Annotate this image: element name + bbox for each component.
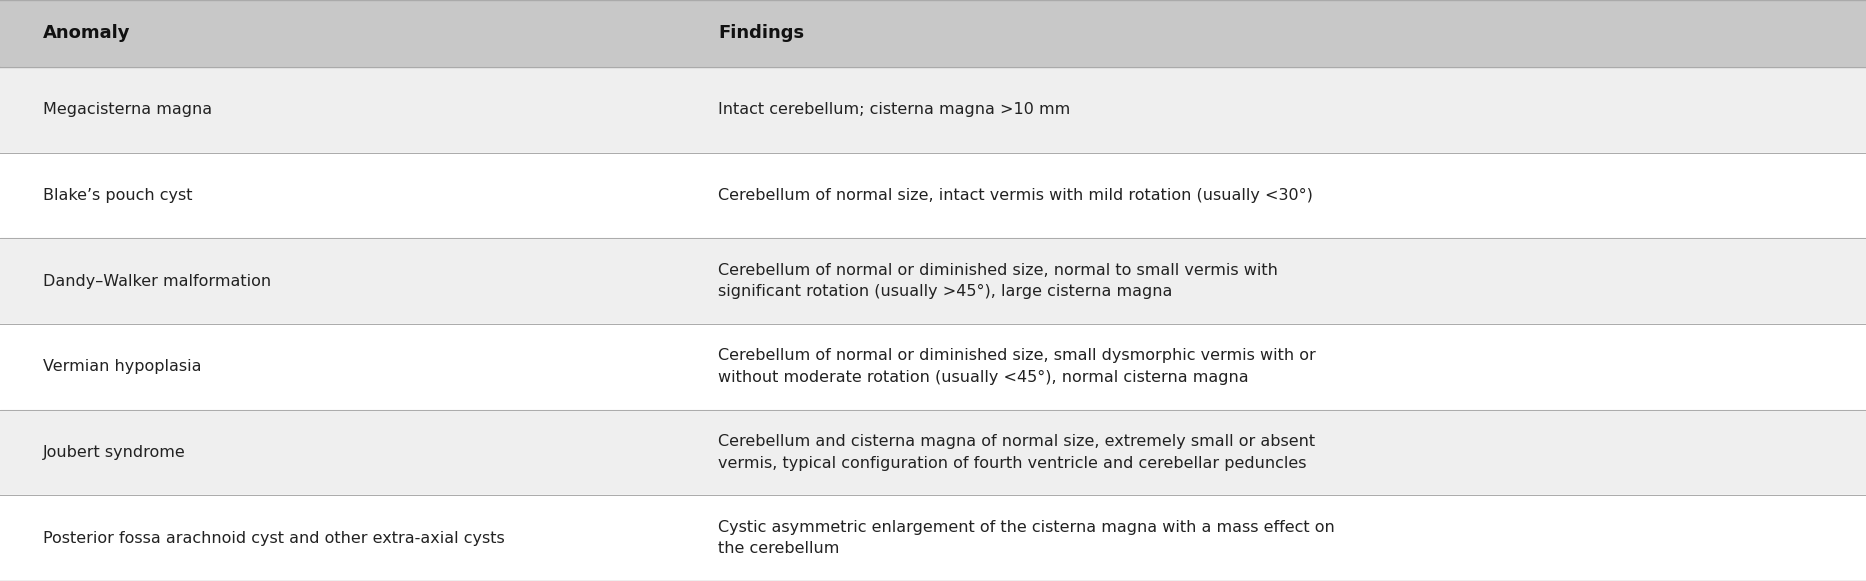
Text: Blake’s pouch cyst: Blake’s pouch cyst xyxy=(43,188,192,203)
Text: Anomaly: Anomaly xyxy=(43,24,131,42)
Text: Joubert syndrome: Joubert syndrome xyxy=(43,445,187,460)
Bar xyxy=(0,67,1866,153)
Text: Posterior fossa arachnoid cyst and other extra-axial cysts: Posterior fossa arachnoid cyst and other… xyxy=(43,530,504,546)
Text: Findings: Findings xyxy=(718,24,804,42)
Bar xyxy=(0,495,1866,581)
Bar xyxy=(0,324,1866,410)
Text: Cystic asymmetric enlargement of the cisterna magna with a mass effect on
the ce: Cystic asymmetric enlargement of the cis… xyxy=(718,520,1336,557)
Text: Megacisterna magna: Megacisterna magna xyxy=(43,102,213,117)
Text: Intact cerebellum; cisterna magna >10 mm: Intact cerebellum; cisterna magna >10 mm xyxy=(718,102,1071,117)
Bar xyxy=(0,0,1866,67)
Text: Cerebellum of normal or diminished size, normal to small vermis with
significant: Cerebellum of normal or diminished size,… xyxy=(718,263,1278,299)
Bar xyxy=(0,238,1866,324)
Bar xyxy=(0,410,1866,495)
Text: Cerebellum of normal or diminished size, small dysmorphic vermis with or
without: Cerebellum of normal or diminished size,… xyxy=(718,349,1316,385)
Text: Vermian hypoplasia: Vermian hypoplasia xyxy=(43,359,202,374)
Text: Cerebellum and cisterna magna of normal size, extremely small or absent
vermis, : Cerebellum and cisterna magna of normal … xyxy=(718,434,1316,471)
Bar xyxy=(0,153,1866,238)
Text: Cerebellum of normal size, intact vermis with mild rotation (usually <30°): Cerebellum of normal size, intact vermis… xyxy=(718,188,1314,203)
Text: Dandy–Walker malformation: Dandy–Walker malformation xyxy=(43,274,271,289)
